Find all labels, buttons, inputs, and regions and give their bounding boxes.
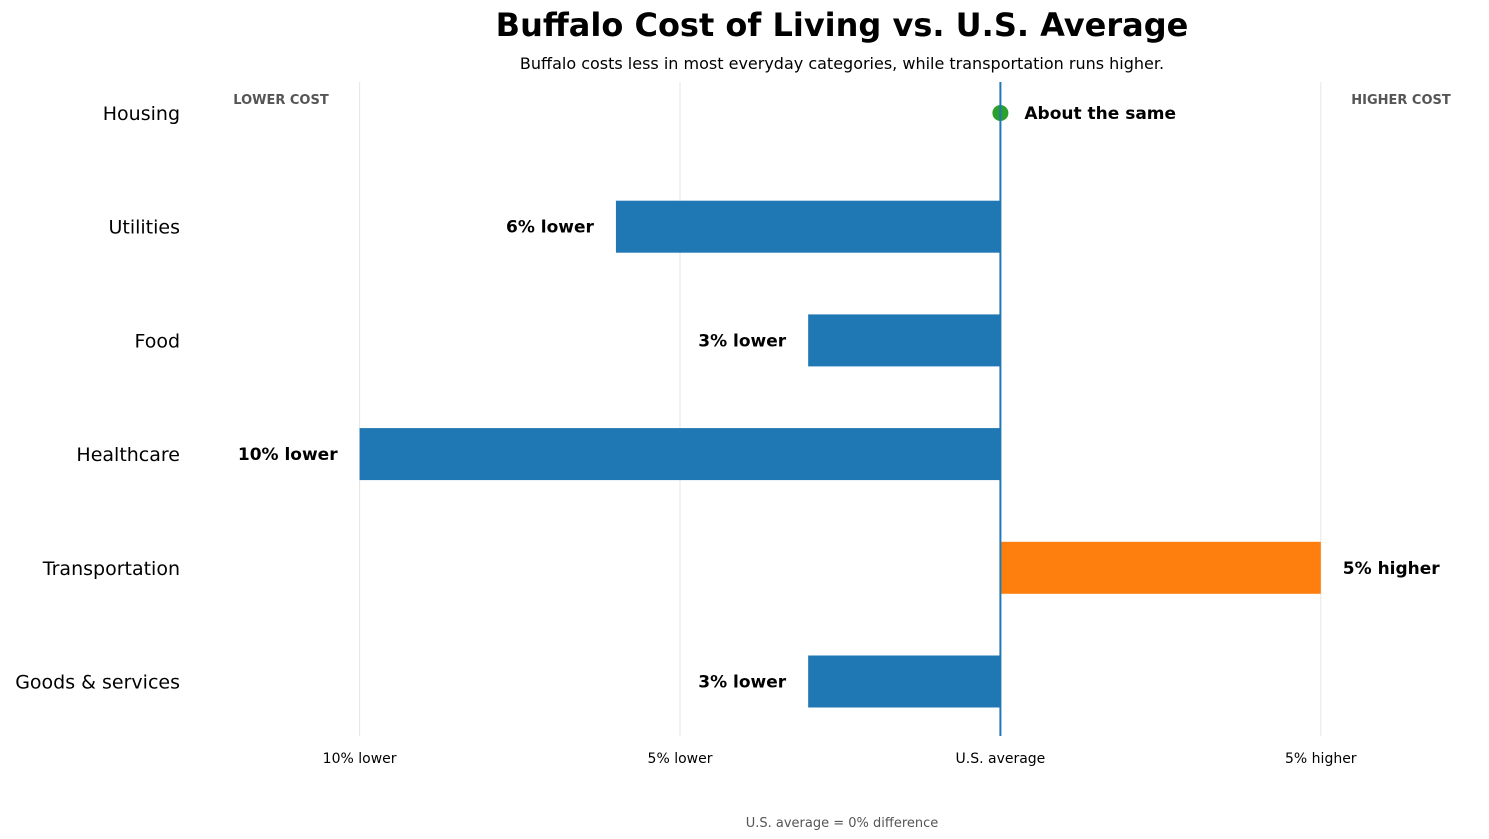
chart-title: Buffalo Cost of Living vs. U.S. Average <box>496 6 1189 44</box>
x-tick-label: 5% higher <box>1285 751 1357 767</box>
category-label: Food <box>134 330 180 352</box>
data-label: 5% higher <box>1343 559 1441 579</box>
x-tick-label: 5% lower <box>648 751 713 767</box>
bar <box>808 314 1001 367</box>
gridlines <box>359 82 1322 736</box>
category-label: Utilities <box>108 217 180 239</box>
bars: About the same 6% lower 3% lower 10% lower 5… <box>238 82 1440 736</box>
data-label: About the same <box>1024 104 1176 124</box>
higher-cost-label: HIGHER COST <box>1351 93 1451 108</box>
bar <box>1000 541 1321 594</box>
lower-cost-label: LOWER COST <box>233 93 329 108</box>
footnote: U.S. average = 0% difference <box>746 816 939 831</box>
x-tick-label: U.S. average <box>956 751 1046 767</box>
bar <box>615 200 1001 253</box>
data-label: 6% lower <box>506 218 595 238</box>
x-axis-ticks: 10% lower 5% lower U.S. average 5% higher <box>323 751 1357 767</box>
category-label: Housing <box>103 103 180 125</box>
bar <box>359 428 1001 481</box>
x-tick-label: 10% lower <box>323 751 397 767</box>
chart-subtitle: Buffalo costs less in most everyday cate… <box>520 54 1164 73</box>
data-label: 3% lower <box>698 331 787 351</box>
category-label: Healthcare <box>76 444 180 466</box>
bar <box>808 655 1001 708</box>
data-label: 10% lower <box>238 445 338 465</box>
data-label: 3% lower <box>698 673 787 693</box>
category-label: Goods & services <box>15 672 180 694</box>
category-label: Transportation <box>42 558 180 580</box>
category-labels: Housing Utilities Food Healthcare Transporta… <box>15 103 180 694</box>
